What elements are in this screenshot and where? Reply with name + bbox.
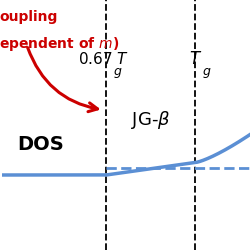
Text: $g$: $g$ xyxy=(202,66,211,80)
Text: ependent of $\mathit{m}$): ependent of $\mathit{m}$) xyxy=(0,35,120,53)
Text: JG-$\beta$: JG-$\beta$ xyxy=(131,109,170,131)
Text: $0.67\;T$: $0.67\;T$ xyxy=(78,52,129,68)
Text: oupling: oupling xyxy=(0,10,58,24)
Text: $g$: $g$ xyxy=(112,66,122,80)
Text: $T$: $T$ xyxy=(189,50,202,68)
Text: DOS: DOS xyxy=(17,136,64,154)
